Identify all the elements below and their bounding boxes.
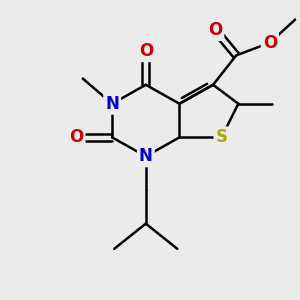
Text: S: S bbox=[215, 128, 227, 146]
Text: O: O bbox=[139, 42, 153, 60]
Text: O: O bbox=[263, 34, 277, 52]
Text: O: O bbox=[208, 21, 222, 39]
Text: N: N bbox=[139, 147, 153, 165]
Text: O: O bbox=[69, 128, 83, 146]
Text: N: N bbox=[105, 95, 119, 113]
